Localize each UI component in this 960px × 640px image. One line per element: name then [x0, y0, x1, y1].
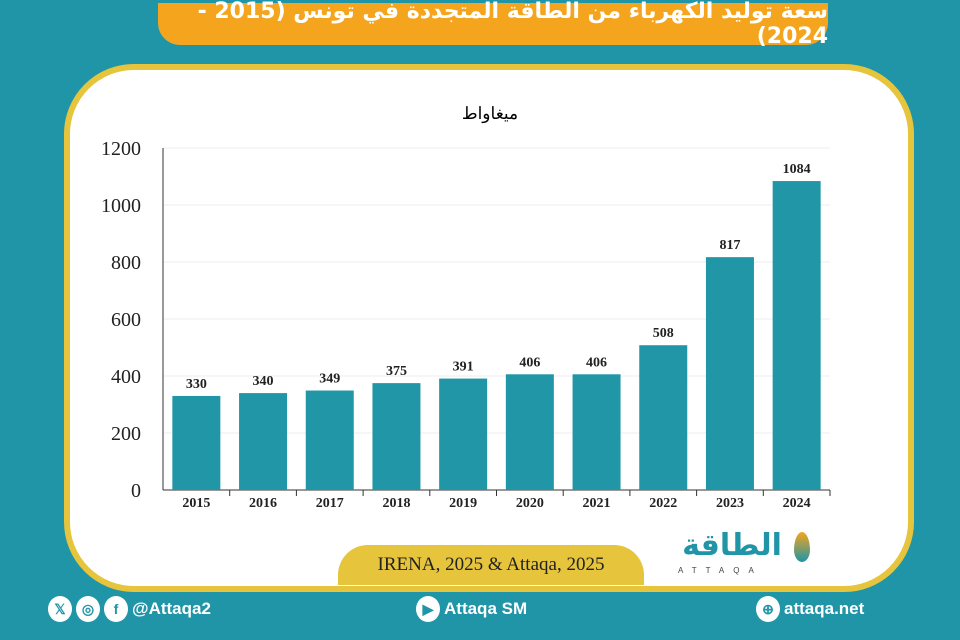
website-link[interactable]: attaqa.net	[784, 599, 865, 618]
youtube-icon[interactable]: ▶	[416, 596, 440, 622]
x-tick-label: 2024	[783, 496, 811, 511]
y-tick-label: 1200	[101, 138, 141, 160]
bar-2016	[239, 393, 288, 490]
data-label: 1084	[783, 162, 811, 177]
y-tick-label: 400	[111, 366, 141, 388]
logo-arabic: الطاقة	[682, 528, 782, 563]
logo-drop-icon	[794, 532, 810, 562]
y-tick-label: 0	[131, 480, 141, 502]
bar-2020	[505, 374, 554, 490]
chart-card	[64, 64, 914, 592]
facebook-icon[interactable]: f	[104, 596, 128, 622]
x-tick-label: 2023	[716, 496, 744, 511]
y-tick-label: 800	[111, 252, 141, 274]
instagram-icon[interactable]: ◎	[76, 596, 100, 622]
bar-2019	[439, 378, 488, 490]
x-tick-label: 2020	[516, 496, 544, 511]
y-tick-label: 1000	[101, 195, 141, 217]
bar-2017	[305, 390, 354, 490]
data-label: 330	[186, 377, 207, 392]
data-label: 340	[253, 374, 274, 389]
data-label: 406	[519, 355, 540, 370]
bar-2023	[705, 257, 754, 490]
social-footer: 𝕏 ◎ f @Attaqa2	[48, 595, 211, 623]
bar-2018	[372, 383, 421, 490]
youtube-footer: ▶ Attaqa SM	[416, 595, 527, 623]
y-tick-label: 200	[111, 423, 141, 445]
x-tick-label: 2019	[449, 496, 477, 511]
x-icon[interactable]: 𝕏	[48, 596, 72, 622]
x-tick-label: 2021	[583, 496, 611, 511]
globe-icon[interactable]: ⊕	[756, 596, 780, 622]
youtube-channel[interactable]: Attaqa SM	[444, 599, 528, 618]
x-tick-label: 2022	[649, 496, 677, 511]
x-tick-label: 2015	[182, 496, 210, 511]
bar-2021	[572, 374, 621, 490]
bar-2024	[772, 181, 821, 490]
data-label: 375	[386, 364, 407, 379]
x-tick-label: 2017	[316, 496, 344, 511]
data-label: 391	[453, 360, 474, 375]
data-label: 817	[719, 238, 740, 253]
website-footer: ⊕ attaqa.net	[756, 595, 864, 623]
x-tick-label: 2018	[382, 496, 410, 511]
social-handle[interactable]: @Attaqa2	[132, 599, 211, 618]
source-label: IRENA, 2025 & Attaqa, 2025	[338, 545, 644, 585]
data-label: 508	[653, 326, 674, 341]
x-tick-label: 2016	[249, 496, 277, 511]
bar-2022	[639, 345, 688, 490]
logo-latin: ATTAQA	[678, 566, 763, 575]
data-label: 406	[586, 355, 607, 370]
attaqa-logo: الطاقة ATTAQA	[672, 528, 817, 580]
data-label: 349	[319, 372, 340, 387]
y-axis-unit-label: ميغاواط	[461, 104, 519, 124]
y-tick-label: 600	[111, 309, 141, 331]
bar-2015	[172, 395, 221, 490]
